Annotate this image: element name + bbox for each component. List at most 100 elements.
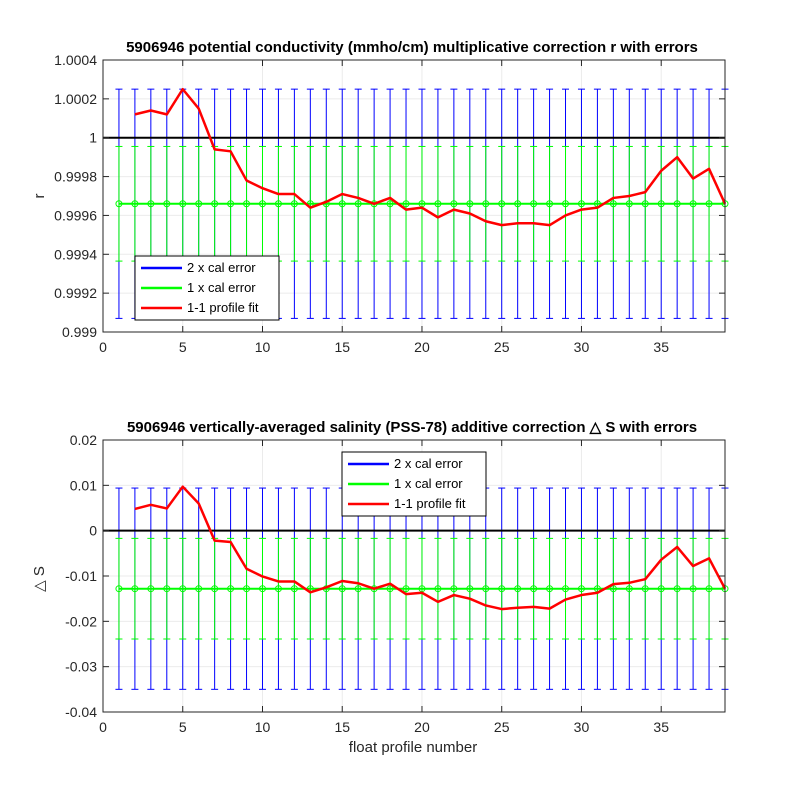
x-tick-label: 0 [99, 719, 107, 735]
x-tick-label: 35 [653, 719, 669, 735]
mean-fit-marker [466, 200, 474, 208]
y-tick-label: 0.999 [62, 324, 97, 340]
mean-fit-marker [243, 200, 251, 208]
x-tick-label: 5 [179, 339, 187, 355]
top-legend-label-fit: 1-1 profile fit [187, 300, 259, 315]
mean-fit-marker [179, 200, 187, 208]
mean-fit-marker [577, 585, 585, 593]
profile-fit-line [134, 485, 727, 611]
mean-fit-marker [514, 200, 522, 208]
mean-fit-marker [147, 585, 155, 593]
mean-fit-marker [115, 585, 123, 593]
x-tick-label: 25 [494, 719, 510, 735]
mean-fit-marker [641, 585, 649, 593]
bottom-legend: 2 x cal error 1 x cal error 1-1 profile … [341, 451, 487, 517]
y-tick-label: 1.0004 [54, 52, 97, 68]
mean-fit-marker [498, 585, 506, 593]
mean-fit-marker [625, 585, 633, 593]
bottom-legend-label-2x: 2 x cal error [394, 456, 463, 471]
top-legend: 2 x cal error 1 x cal error 1-1 profile … [134, 255, 280, 321]
mean-fit-marker [163, 585, 171, 593]
x-tick-label: 35 [653, 339, 669, 355]
y-tick-label: 1 [89, 130, 97, 146]
mean-fit-marker [386, 585, 394, 593]
y-tick-label: 0.9998 [54, 169, 97, 185]
mean-fit-marker [131, 585, 139, 593]
mean-fit-marker [258, 585, 266, 593]
x-tick-label: 25 [494, 339, 510, 355]
mean-fit-marker [657, 585, 665, 593]
top-plot-area: 0 5 10 15 20 25 30 35 0.999 0.9992 0.9994 0.9996 0.9… [54, 52, 729, 355]
top-legend-label-2x: 2 x cal error [187, 260, 256, 275]
mean-fit-marker [354, 200, 362, 208]
bottom-axes: 5906946 vertically-averaged salinity (PS… [31, 419, 729, 756]
mean-fit-marker [466, 585, 474, 593]
mean-fit-marker [641, 200, 649, 208]
bottom-x-axis-label: float profile number [349, 739, 477, 756]
mean-fit-marker [338, 200, 346, 208]
mean-fit-marker [657, 200, 665, 208]
mean-fit-marker [705, 585, 713, 593]
y-tick-label: 0.9994 [54, 246, 97, 262]
mean-fit-marker [609, 585, 617, 593]
mean-fit-marker [131, 200, 139, 208]
bottom-legend-label-fit: 1-1 profile fit [394, 496, 466, 511]
mean-fit-marker [386, 200, 394, 208]
mean-fit-marker [530, 200, 538, 208]
x-tick-label: 5 [179, 719, 187, 735]
bottom-y-axis-label: △ S [31, 566, 48, 592]
mean-fit-marker [689, 200, 697, 208]
x-tick-label: 20 [414, 719, 430, 735]
top-legend-label-1x: 1 x cal error [187, 280, 256, 295]
y-tick-label: 0 [89, 523, 97, 539]
bottom-legend-label-1x: 1 x cal error [394, 476, 463, 491]
mean-fit-marker [689, 585, 697, 593]
mean-fit-marker [243, 585, 251, 593]
x-tick-label: 20 [414, 339, 430, 355]
x-tick-label: 30 [574, 719, 590, 735]
mean-fit-marker [402, 200, 410, 208]
y-tick-label: -0.04 [65, 704, 97, 720]
mean-fit-marker [211, 200, 219, 208]
y-tick-label: 0.9996 [54, 207, 97, 223]
mean-fit-marker [450, 585, 458, 593]
mean-fit-marker [227, 585, 235, 593]
mean-fit-marker [434, 585, 442, 593]
x-tick-label: 15 [334, 339, 350, 355]
mean-fit-marker [402, 585, 410, 593]
y-tick-label: -0.01 [65, 568, 97, 584]
mean-fit-marker [179, 585, 187, 593]
mean-fit-marker [195, 585, 203, 593]
mean-fit-marker [195, 200, 203, 208]
x-tick-label: 10 [255, 339, 271, 355]
mean-fit-marker [115, 200, 123, 208]
profile-fit-line [134, 87, 727, 227]
mean-fit-marker [163, 200, 171, 208]
mean-fit-marker [562, 200, 570, 208]
mean-fit-marker [258, 200, 266, 208]
top-chart-title: 5906946 potential conductivity (mmho/cm)… [126, 39, 698, 56]
mean-fit-marker [450, 200, 458, 208]
mean-fit-marker [546, 585, 554, 593]
x-tick-label: 0 [99, 339, 107, 355]
x-tick-label: 10 [255, 719, 271, 735]
mean-fit-marker [274, 585, 282, 593]
axes-frame [102, 59, 726, 333]
y-tick-label: -0.02 [65, 613, 97, 629]
mean-fit-marker [482, 200, 490, 208]
mean-fit-marker [673, 585, 681, 593]
mean-fit-marker [434, 200, 442, 208]
mean-fit-marker [147, 200, 155, 208]
mean-fit-marker [274, 200, 282, 208]
y-tick-label: 0.02 [70, 432, 97, 448]
y-tick-label: 0.9992 [54, 285, 97, 301]
mean-fit-marker [290, 585, 298, 593]
mean-fit-marker [498, 200, 506, 208]
mean-fit-marker [354, 585, 362, 593]
mean-fit-marker [577, 200, 585, 208]
mean-fit-marker [705, 200, 713, 208]
mean-fit-marker [514, 585, 522, 593]
x-tick-label: 15 [334, 719, 350, 735]
mean-fit-marker [211, 585, 219, 593]
